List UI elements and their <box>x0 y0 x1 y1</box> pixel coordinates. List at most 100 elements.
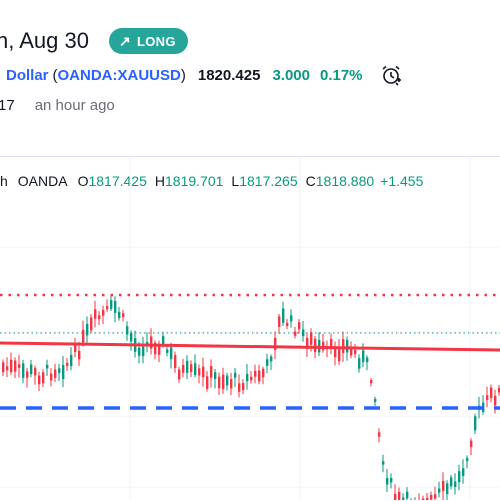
candle-body <box>310 332 313 345</box>
low-value: 1817.265 <box>239 173 298 189</box>
candle-body <box>430 494 433 500</box>
symbol-price: 1820.425 <box>197 66 261 84</box>
candle-body <box>282 308 285 323</box>
price-chart[interactable] <box>0 157 500 500</box>
candle-body <box>218 376 221 389</box>
candle-body <box>118 311 121 319</box>
candle-body <box>74 344 77 352</box>
candle-body <box>362 350 365 362</box>
candle-body <box>98 315 101 319</box>
change-value: +1.455 <box>380 173 424 189</box>
alarm-clock-icon[interactable] <box>379 63 403 87</box>
candle-body <box>334 349 337 358</box>
candle-body <box>94 309 97 319</box>
candle-body <box>2 362 5 373</box>
candle-body <box>366 357 369 363</box>
chart-frame[interactable] <box>0 156 500 501</box>
candle-body <box>434 494 437 499</box>
candle-body <box>378 432 381 437</box>
candle-body <box>274 337 277 350</box>
candle-body <box>22 363 25 378</box>
candle-body <box>234 372 237 378</box>
candle-body <box>306 337 309 350</box>
candle-body <box>258 370 261 382</box>
idea-date: n, Aug 30 <box>0 28 89 53</box>
candle-body <box>162 336 165 346</box>
candle-body <box>130 333 133 342</box>
candle-body <box>462 468 465 476</box>
candle-body <box>86 323 89 336</box>
candle-body <box>426 497 429 500</box>
candle-body <box>202 366 205 378</box>
candle-body <box>214 372 217 380</box>
candle-body <box>486 395 489 400</box>
candle-body <box>66 362 69 367</box>
candle-body <box>490 387 493 399</box>
candle-body <box>470 440 473 447</box>
candle-body <box>38 375 41 385</box>
candle-body <box>6 366 9 371</box>
symbol-row: Dollar (OANDA:XAUUSD) 1820.425 3.000 0.1… <box>6 62 403 88</box>
symbol-name[interactable]: Dollar <box>6 66 49 84</box>
candle-body <box>394 494 397 500</box>
candle-body <box>82 329 85 343</box>
symbol-open-paren: ( <box>52 66 58 84</box>
candle-body <box>290 315 293 322</box>
candle-body <box>122 313 125 318</box>
interval-label: h <box>0 173 8 189</box>
chart-grid <box>0 157 500 500</box>
candle-body <box>294 331 297 336</box>
candle-body <box>262 368 265 378</box>
candle-body <box>370 380 373 384</box>
candle-body <box>166 349 169 353</box>
candle-body <box>438 488 441 493</box>
candle-body <box>138 347 141 356</box>
data-source: OANDA <box>17 173 68 189</box>
close-value: 1818.880 <box>315 173 375 189</box>
candle-body <box>150 336 153 349</box>
candle-body <box>342 339 345 353</box>
long-badge-label: LONG <box>137 33 176 49</box>
long-badge[interactable]: ↗ LONG <box>108 28 188 54</box>
candle-body <box>26 371 29 378</box>
posted-ago: an hour ago <box>34 96 115 114</box>
candle-body <box>286 322 289 326</box>
candle-body <box>42 372 45 384</box>
candle-body <box>398 491 401 500</box>
open-label: O <box>77 173 89 189</box>
candle-body <box>58 368 61 373</box>
candle-body <box>186 360 189 373</box>
red-trendline[interactable] <box>0 341 500 352</box>
candle-body <box>34 368 37 376</box>
candle-body <box>170 347 173 360</box>
candle-body <box>266 359 269 366</box>
candle-body <box>206 376 209 389</box>
candle-body <box>226 375 229 386</box>
idea-date-row: n, Aug 30 ↗ LONG <box>0 22 188 60</box>
candle-body <box>90 317 93 331</box>
candle-body <box>382 461 385 465</box>
candle-body <box>190 364 193 373</box>
candle-body <box>346 339 349 353</box>
candle-body <box>54 369 57 378</box>
candle-body <box>374 398 377 403</box>
candle-body <box>194 363 197 375</box>
candle-body <box>350 348 353 356</box>
symbol-change-percent: 0.17% <box>319 66 363 84</box>
candle-body <box>62 364 65 380</box>
idea-time-row: 17 an hour ago <box>0 94 115 116</box>
candle-body <box>298 322 301 330</box>
candle-body <box>246 373 249 382</box>
candle-body <box>198 368 201 376</box>
candle-body <box>494 395 497 406</box>
candles-group <box>2 294 500 500</box>
candle-body <box>46 364 49 369</box>
candle-body <box>270 356 273 362</box>
symbol-ticker-link[interactable]: OANDA:XAUUSD <box>57 66 181 84</box>
candle-body <box>50 373 53 381</box>
candle-body <box>450 477 453 487</box>
close-label: C <box>305 173 316 189</box>
symbol-change: 3.000 <box>272 66 310 84</box>
candle-body <box>142 346 145 357</box>
